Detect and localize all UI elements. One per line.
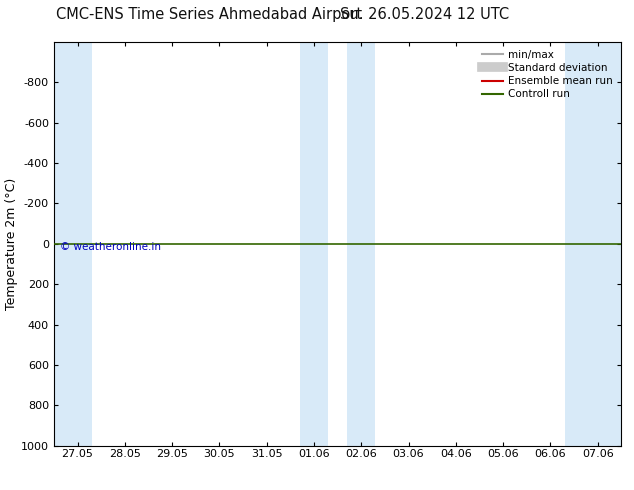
Bar [564,42,621,446]
Bar [347,42,375,446]
Legend: min/max, Standard deviation, Ensemble mean run, Controll run: min/max, Standard deviation, Ensemble me… [479,47,616,102]
Text: CMC-ENS Time Series Ahmedabad Airport: CMC-ENS Time Series Ahmedabad Airport [56,7,362,23]
Text: © weatheronline.in: © weatheronline.in [60,242,160,252]
Bar [300,42,328,446]
Bar [54,42,92,446]
Y-axis label: Temperature 2m (°C): Temperature 2m (°C) [5,178,18,310]
Text: Su. 26.05.2024 12 UTC: Su. 26.05.2024 12 UTC [340,7,509,23]
